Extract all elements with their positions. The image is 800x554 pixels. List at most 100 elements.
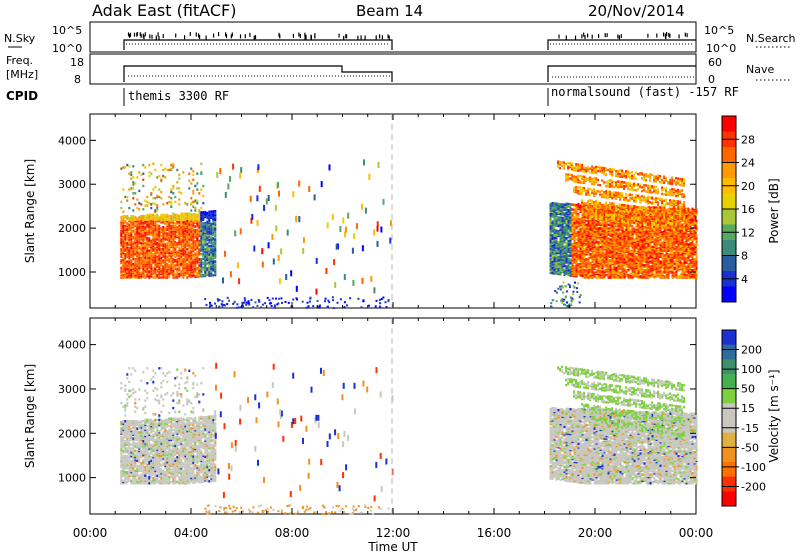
range-cell [579, 258, 582, 261]
range-cell [124, 221, 127, 224]
range-cell [559, 263, 562, 266]
range-cell [595, 256, 598, 260]
range-cell [136, 206, 139, 210]
range-cell [559, 265, 562, 269]
range-cell [194, 256, 197, 259]
range-cell [583, 270, 586, 273]
range-cell [659, 237, 662, 240]
range-cell [168, 251, 171, 255]
range-cell [597, 266, 600, 269]
range-cell [156, 245, 159, 249]
range-cell [581, 220, 584, 224]
range-cell [160, 256, 163, 260]
range-cell [617, 237, 620, 240]
range-cell [603, 245, 606, 249]
range-cell [635, 223, 638, 226]
range-cell [154, 228, 157, 231]
range-cell [210, 270, 213, 273]
range-cell [605, 250, 608, 253]
range-cell [214, 242, 217, 245]
range-cell [184, 261, 187, 265]
range-cell [210, 210, 213, 213]
range-cell [168, 258, 171, 261]
range-cell [569, 258, 572, 261]
range-cell [643, 271, 646, 274]
range-cell [172, 270, 175, 273]
range-cell [575, 206, 578, 209]
range-cell [645, 259, 648, 262]
range-cell [184, 258, 187, 261]
range-cell [188, 272, 191, 275]
range-cell [210, 257, 213, 260]
range-cell [212, 233, 215, 236]
range-cell [192, 178, 195, 181]
range-cell [571, 256, 574, 259]
range-cell [196, 172, 199, 175]
range-cell [188, 187, 191, 190]
range-cell [597, 256, 600, 260]
range-cell [571, 237, 574, 241]
range-cell [132, 235, 135, 239]
range-cell [663, 238, 666, 241]
range-cell [589, 253, 592, 256]
range-cell [567, 231, 570, 234]
range-cell [128, 256, 131, 260]
range-cell [120, 232, 123, 235]
range-cell [551, 248, 554, 252]
range-cell [200, 272, 203, 276]
range-cell [214, 216, 217, 219]
range-cell [130, 248, 133, 251]
range-cell [597, 227, 600, 230]
range-cell [551, 235, 554, 238]
range-cell [134, 275, 137, 278]
range-cell [563, 222, 566, 225]
range-cell [549, 234, 552, 238]
range-cell [188, 224, 191, 227]
range-cell [172, 224, 175, 228]
range-cell [178, 246, 181, 250]
range-cell [587, 248, 590, 251]
range-cell [635, 266, 638, 269]
range-cell [649, 272, 652, 276]
range-cell [557, 204, 560, 207]
range-cell [581, 258, 584, 262]
range-cell [204, 224, 207, 227]
range-cell [567, 263, 570, 266]
range-cell [647, 258, 650, 261]
range-cell [206, 215, 209, 218]
range-cell [160, 219, 163, 223]
range-cell [623, 267, 626, 271]
range-cell [192, 258, 195, 261]
range-cell [621, 234, 624, 237]
range-cell [657, 206, 660, 209]
range-cell [611, 237, 614, 240]
range-cell [639, 275, 642, 278]
range-cell [196, 262, 199, 265]
range-cell [649, 267, 652, 271]
range-cell [140, 256, 143, 260]
range-cell [154, 210, 157, 213]
range-cell [138, 240, 141, 244]
range-cell [132, 272, 135, 276]
range-cell [565, 257, 568, 261]
range-cell [603, 223, 606, 226]
range-cell [192, 235, 195, 238]
range-cell [641, 245, 644, 249]
range-cell [611, 266, 614, 269]
range-cell [599, 266, 602, 269]
range-cell [625, 254, 628, 257]
range-cell [136, 258, 139, 261]
range-cell [585, 219, 588, 223]
range-cell [633, 232, 636, 235]
range-cell [567, 225, 570, 228]
range-cell [142, 33, 144, 38]
range-cell [643, 259, 646, 262]
range-cell [555, 239, 558, 242]
range-cell [180, 223, 183, 226]
range-cell [601, 207, 604, 210]
range-cell [214, 267, 217, 271]
range-cell [621, 266, 624, 269]
range-cell [553, 268, 556, 271]
range-cell [649, 215, 652, 218]
range-cell [142, 248, 145, 251]
